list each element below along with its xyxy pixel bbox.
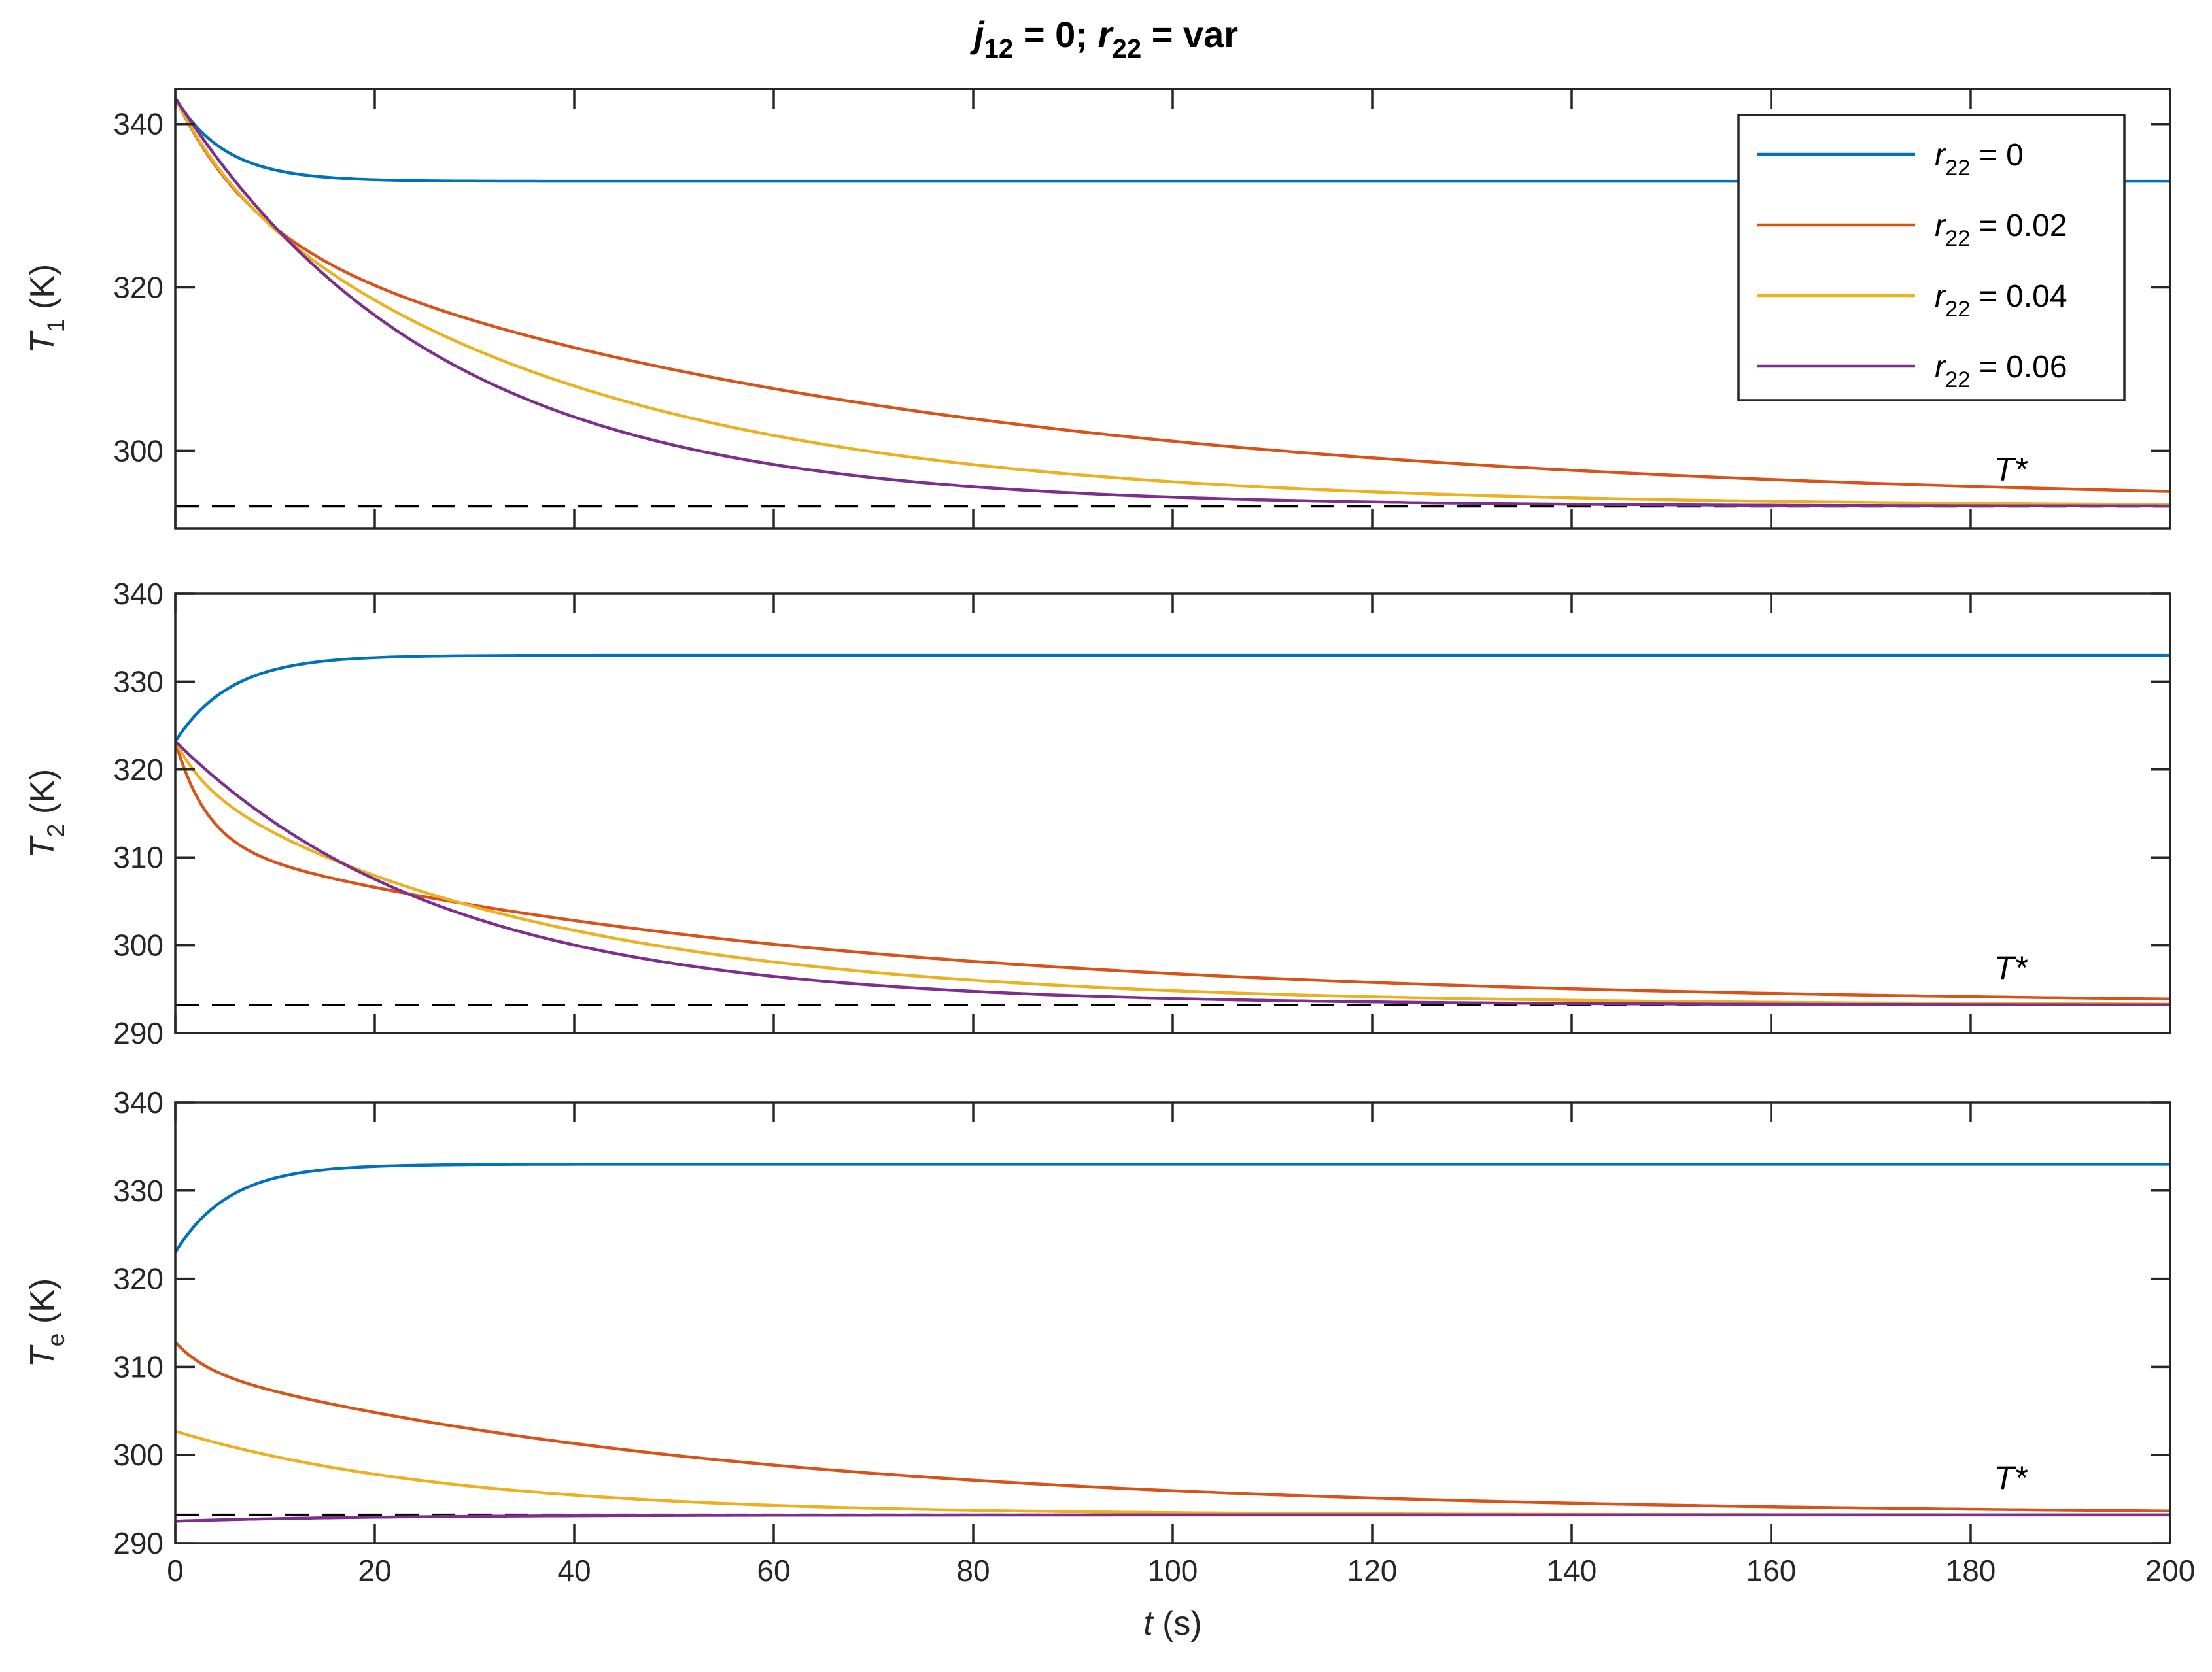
y-axis-label: T1 (K) <box>24 264 69 353</box>
legend-label-2: r22 = 0.04 <box>1935 279 2067 322</box>
x-tick-label: 140 <box>1547 1554 1597 1588</box>
panel-te: 290 300 310 320 330 340 0 20 40 60 80 100 120 140 160 1… <box>24 1085 2195 1643</box>
x-tick-label: 100 <box>1148 1554 1198 1588</box>
legend-label-1: r22 = 0.02 <box>1935 209 2067 251</box>
plot-area <box>175 594 2170 1033</box>
series-line-2 <box>175 97 2170 506</box>
x-tick-label: 0 <box>167 1554 184 1588</box>
y-tick-label: 290 <box>113 1016 164 1050</box>
y-tick-label: 330 <box>113 664 164 698</box>
y-tick-label: 320 <box>113 1262 164 1296</box>
y-tick-label: 320 <box>113 271 164 305</box>
y-axis-label: T2 (K) <box>24 769 69 858</box>
series-line-0 <box>175 1163 2170 1254</box>
x-tick-label: 120 <box>1347 1554 1398 1588</box>
x-tick-label: 60 <box>757 1554 790 1588</box>
plot-content <box>175 97 2170 508</box>
series-line-3 <box>175 740 2170 1006</box>
series-line-1 <box>175 741 2170 1001</box>
series-line-1 <box>175 97 2170 493</box>
plot-area <box>175 1102 2170 1543</box>
chart-title: j12 = 0; r22 = var <box>969 14 1238 63</box>
series-line-3 <box>175 97 2170 508</box>
x-tick-label: 20 <box>358 1554 391 1588</box>
y-tick-label: 330 <box>113 1174 164 1208</box>
y-tick-label: 320 <box>113 753 164 787</box>
legend-label-0: r22 = 0 <box>1935 138 2024 180</box>
reference-label-t-star: T* <box>1994 949 2028 986</box>
series-line-0 <box>175 653 2170 743</box>
plot-content <box>175 1163 2170 1523</box>
x-tick-label: 40 <box>557 1554 591 1588</box>
x-axis-label: t (s) <box>1143 1605 1202 1643</box>
y-axis-label: Te (K) <box>24 1278 69 1367</box>
reference-label-t-star: T* <box>1994 1459 2028 1496</box>
plot-content <box>175 653 2170 1006</box>
x-tick-label: 160 <box>1746 1554 1797 1588</box>
x-tick-label: 80 <box>956 1554 990 1588</box>
reference-label-t-star: T* <box>1994 451 2028 487</box>
y-tick-label: 340 <box>113 577 164 611</box>
y-tick-label: 310 <box>113 1350 164 1384</box>
series-line-2 <box>175 740 2170 1006</box>
y-tick-label: 300 <box>113 929 164 963</box>
x-tick-label: 200 <box>2145 1554 2196 1588</box>
legend: r22 = 0 r22 = 0.02 r22 = 0.04 r22 = 0.06 <box>1737 114 2126 401</box>
y-tick-label: 300 <box>113 1438 164 1472</box>
y-tick-label: 300 <box>113 434 164 468</box>
y-tick-label: 340 <box>113 1085 164 1119</box>
panel-t2: 290 300 310 320 330 340 T* T2 (K) <box>24 577 2171 1050</box>
series-line-3 <box>175 1513 2170 1523</box>
x-tick-label: 180 <box>1946 1554 1996 1588</box>
y-tick-label: 340 <box>113 107 164 141</box>
y-tick-label: 310 <box>113 840 164 874</box>
legend-label-3: r22 = 0.06 <box>1935 350 2067 392</box>
legend-box <box>1737 114 2126 401</box>
y-tick-label: 290 <box>113 1526 164 1560</box>
series-line-1 <box>175 1341 2170 1512</box>
